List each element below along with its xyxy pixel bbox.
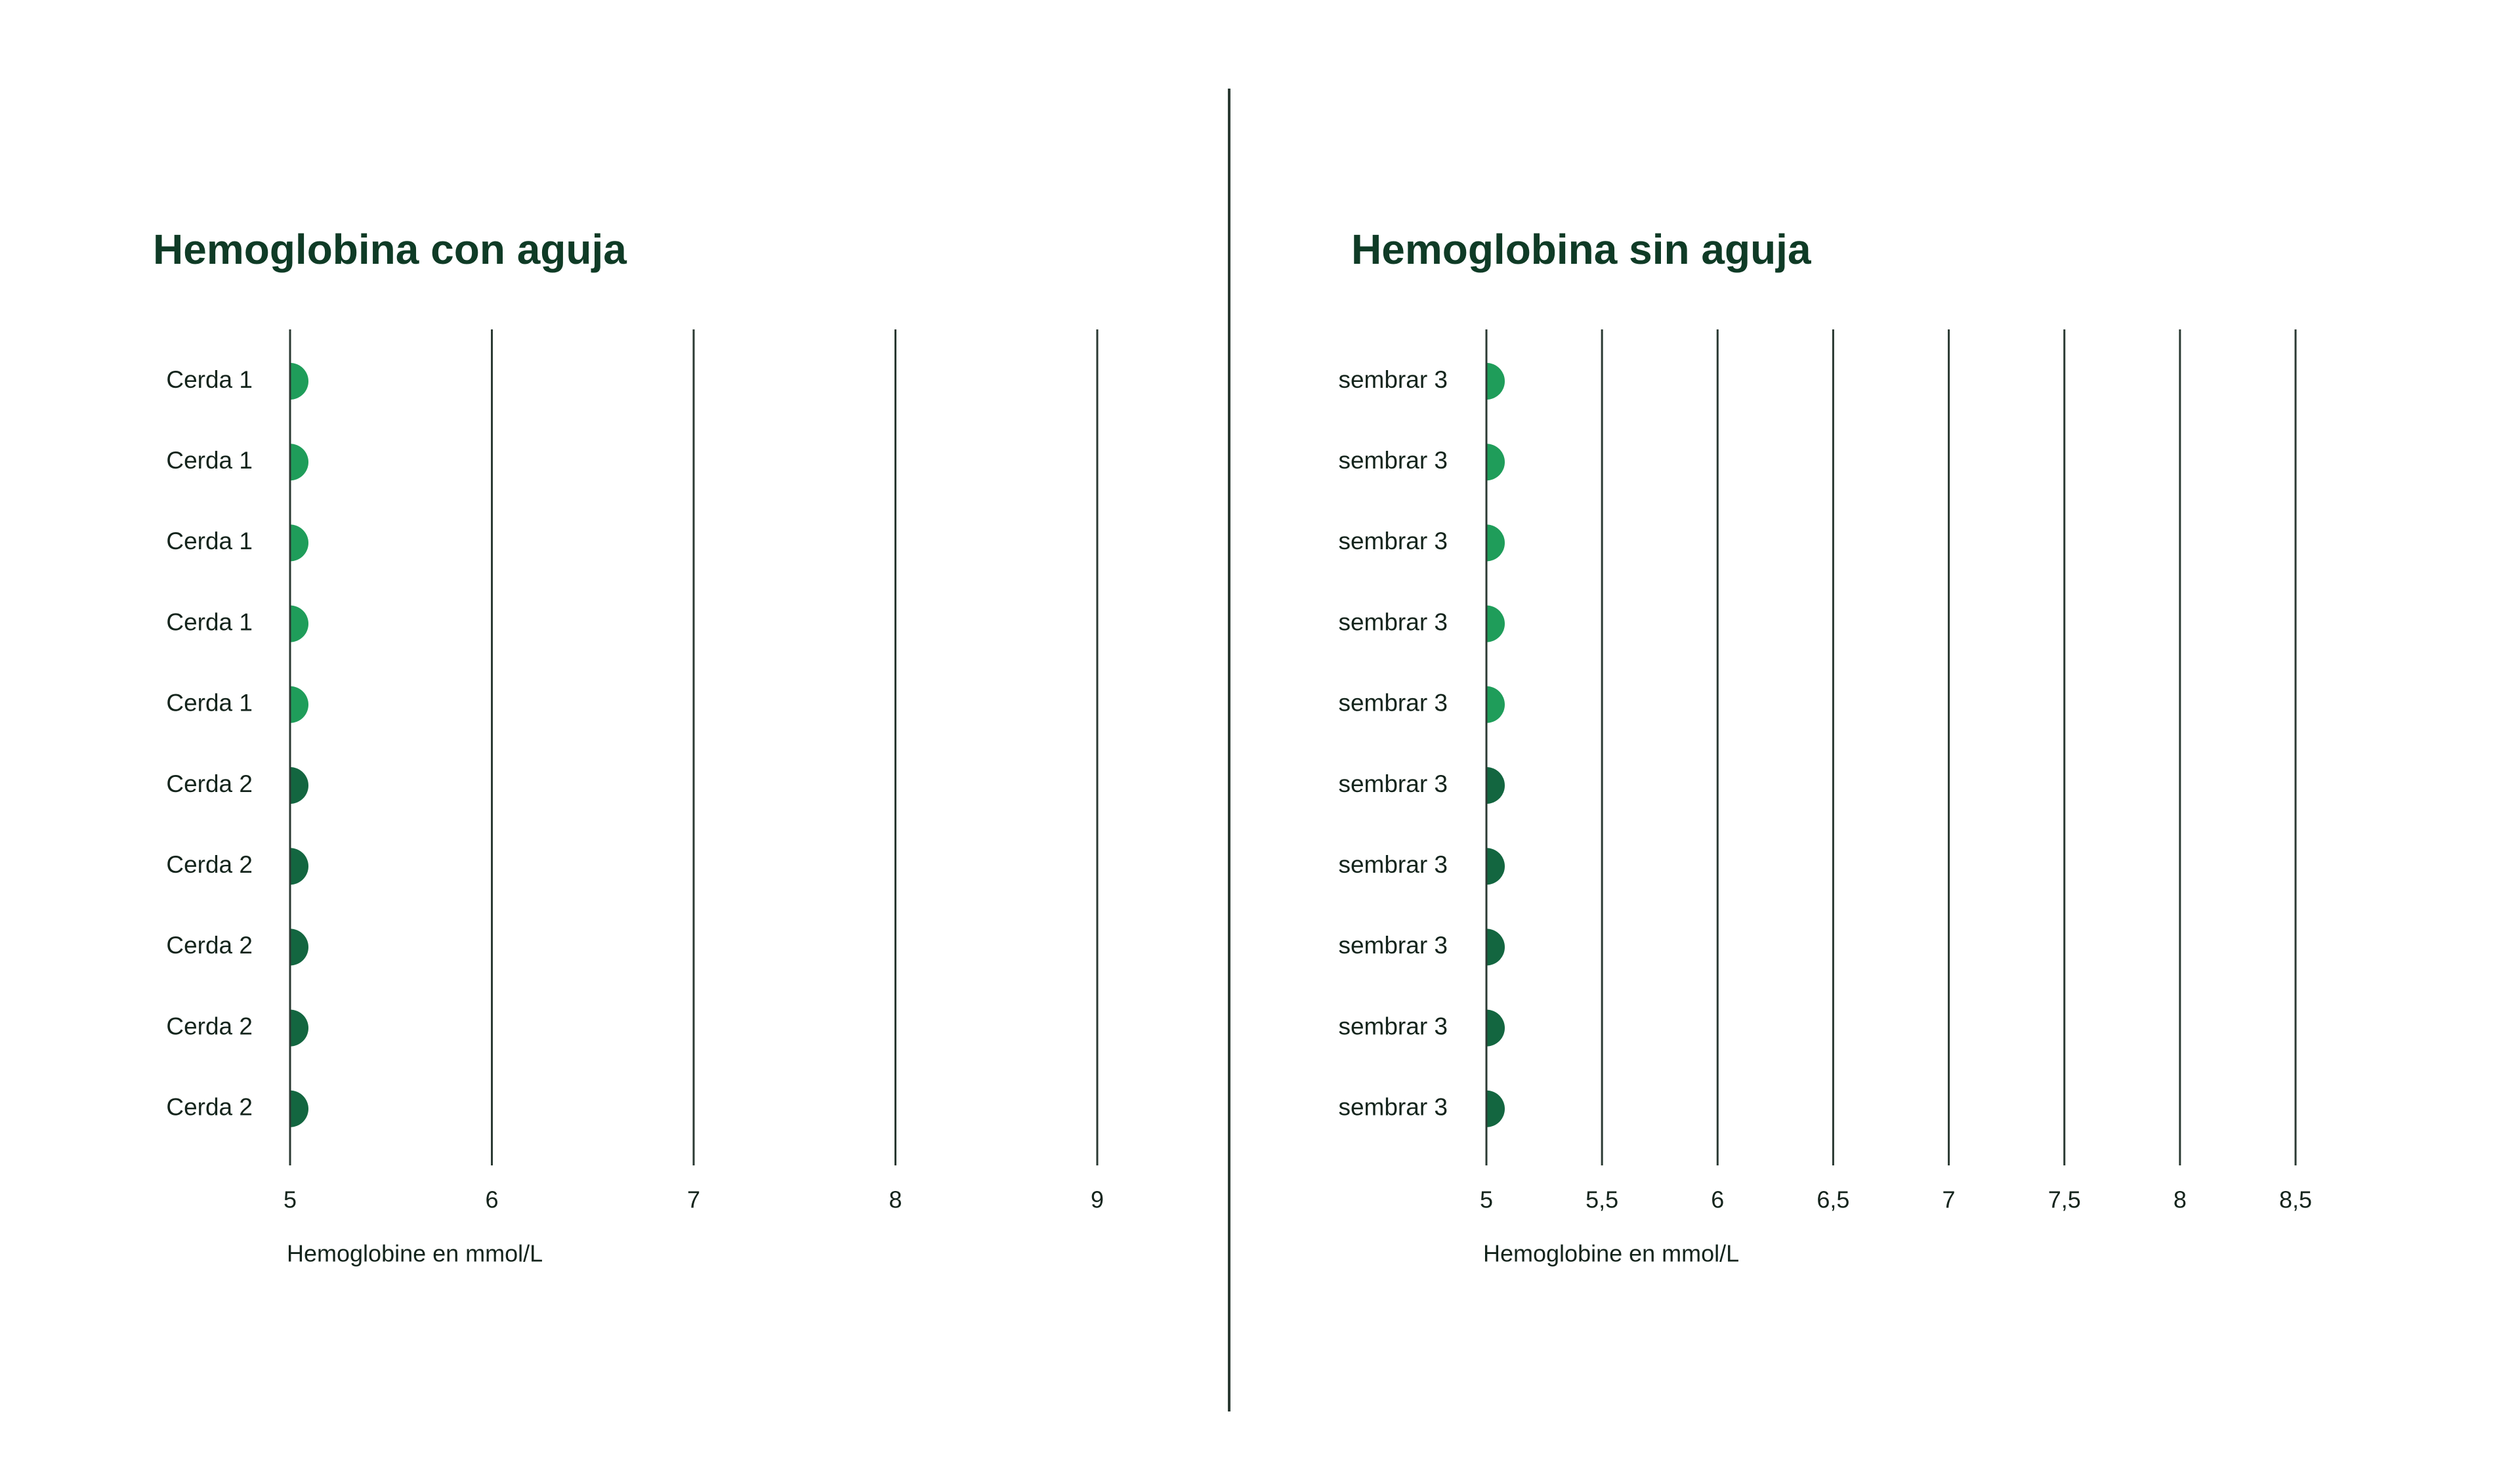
y-tick-label: Cerda 1 (166, 528, 253, 554)
y-tick-label: Cerda 2 (166, 932, 253, 959)
y-tick-label: sembrar 3 (1338, 690, 1448, 717)
x-tick-label: 8 (889, 1186, 902, 1213)
bar (1486, 767, 1505, 804)
y-tick-label: sembrar 3 (1338, 528, 1448, 554)
x-axis-label: Hemoglobine en mmol/L (1483, 1240, 1739, 1267)
y-tick-label: sembrar 3 (1338, 608, 1448, 635)
y-tick-label: Cerda 2 (166, 1094, 253, 1121)
bar (290, 929, 309, 966)
bar (1486, 605, 1505, 642)
y-tick-label: sembrar 3 (1338, 770, 1448, 797)
x-tick-label: 7,5 (2048, 1186, 2081, 1213)
y-tick-label: Cerda 2 (166, 770, 253, 797)
bar (290, 1090, 309, 1127)
y-tick-label: Cerda 2 (166, 851, 253, 878)
y-tick-label: Cerda 2 (166, 1013, 253, 1039)
bar (290, 848, 309, 885)
y-tick-label: Cerda 1 (166, 690, 253, 717)
bar (1486, 686, 1505, 723)
bar (1486, 929, 1505, 966)
bar (290, 444, 309, 481)
y-tick-label: sembrar 3 (1338, 1013, 1448, 1039)
y-tick-label: sembrar 3 (1338, 851, 1448, 878)
bar (290, 363, 308, 400)
bar (1486, 524, 1505, 562)
x-tick-label: 6 (485, 1186, 498, 1213)
x-tick-label: 7 (687, 1186, 700, 1213)
x-tick-label: 5 (284, 1186, 297, 1213)
y-tick-label: Cerda 1 (166, 447, 253, 474)
bar (1486, 444, 1505, 481)
x-tick-label: 9 (1091, 1186, 1104, 1213)
bar (290, 767, 308, 804)
bar (1486, 1090, 1505, 1127)
bar (290, 605, 309, 642)
y-tick-label: sembrar 3 (1338, 447, 1448, 474)
x-tick-label: 8 (2174, 1186, 2187, 1213)
x-tick-label: 6,5 (1816, 1186, 1849, 1213)
bar (1486, 848, 1505, 885)
x-tick-label: 7 (1942, 1186, 1956, 1213)
x-tick-label: 5 (1480, 1186, 1493, 1213)
bar (290, 1009, 309, 1047)
bar (1486, 1009, 1505, 1047)
y-tick-label: Cerda 1 (166, 366, 253, 393)
x-tick-label: 6 (1711, 1186, 1724, 1213)
y-tick-label: sembrar 3 (1338, 366, 1448, 393)
x-tick-label: 5,5 (1586, 1186, 1618, 1213)
chart-title: Hemoglobina sin aguja (1351, 226, 1811, 273)
y-tick-label: Cerda 1 (166, 608, 253, 635)
bar (290, 524, 309, 562)
bar (290, 686, 309, 723)
chart-title: Hemoglobina con aguja (153, 226, 627, 273)
y-tick-label: sembrar 3 (1338, 1094, 1448, 1121)
y-tick-label: sembrar 3 (1338, 932, 1448, 959)
x-tick-label: 8,5 (2279, 1186, 2312, 1213)
bar (1486, 363, 1505, 400)
x-axis-label: Hemoglobine en mmol/L (287, 1240, 543, 1267)
